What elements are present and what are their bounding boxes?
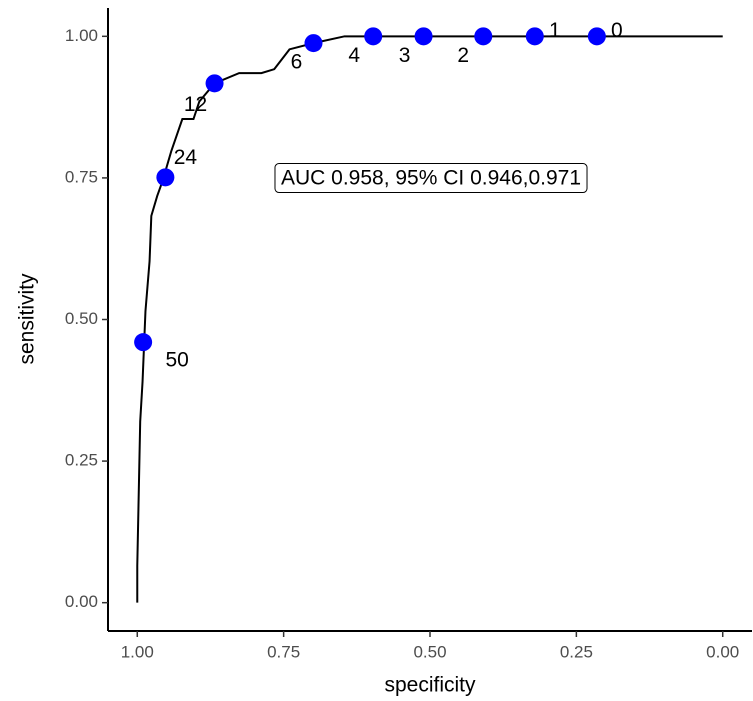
threshold-label: 12 xyxy=(184,93,207,116)
x-tick-label: 0.25 xyxy=(560,642,593,661)
threshold-label: 2 xyxy=(457,44,469,67)
x-tick-label: 0.75 xyxy=(267,642,300,661)
threshold-point xyxy=(205,74,224,93)
roc-curve xyxy=(136,35,723,603)
threshold-point xyxy=(587,27,606,46)
annotation-box xyxy=(274,163,588,194)
threshold-label: 0 xyxy=(611,19,623,42)
y-tick-label: 0.00 xyxy=(65,592,98,611)
x-tick-label: 0.50 xyxy=(413,642,446,661)
auc-annotation: AUC 0.958, 95% CI 0.946,0.971 xyxy=(281,167,581,190)
threshold-label: 1 xyxy=(549,19,561,42)
threshold-point xyxy=(525,27,544,46)
x-tick-label: 1.00 xyxy=(121,642,154,661)
threshold-label: 4 xyxy=(348,44,360,67)
threshold-label: 24 xyxy=(174,146,198,169)
threshold-point xyxy=(304,34,323,53)
y-tick-label: 0.50 xyxy=(65,309,98,328)
x-tick-label: 0.00 xyxy=(706,642,739,661)
threshold-label: 50 xyxy=(165,349,188,372)
y-tick-label: 1.00 xyxy=(65,26,98,45)
threshold-point xyxy=(474,27,493,46)
threshold-label: 6 xyxy=(291,51,303,74)
x-axis-title: specificity xyxy=(384,674,476,697)
threshold-point xyxy=(156,168,175,187)
y-tick-label: 0.75 xyxy=(65,167,98,186)
threshold-point xyxy=(364,27,383,46)
threshold-label: 3 xyxy=(399,44,411,67)
y-tick-label: 0.25 xyxy=(65,451,98,470)
threshold-point xyxy=(414,27,433,46)
threshold-point xyxy=(134,333,153,352)
y-axis-title: sensitivity xyxy=(16,273,39,365)
